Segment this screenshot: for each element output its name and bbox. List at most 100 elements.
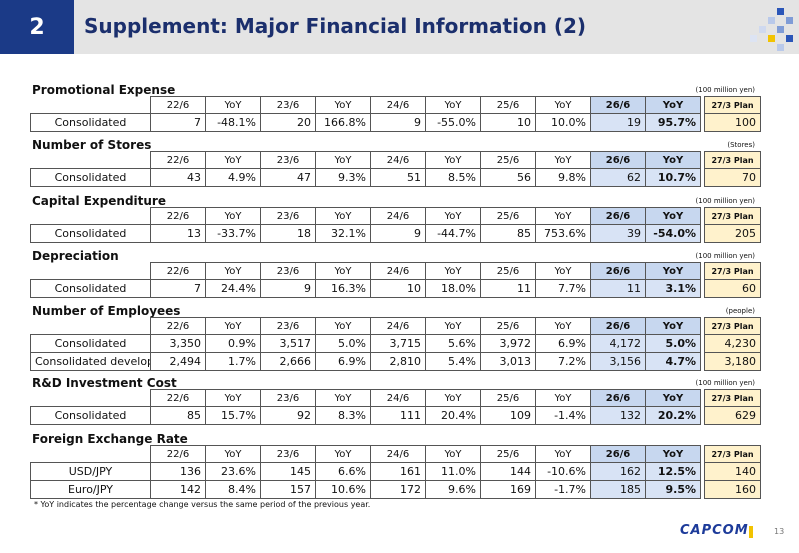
yoy-cell: 166.8% [315,113,371,132]
value-cell: 172 [370,480,426,499]
yoy-cell: -1.4% [535,406,591,425]
value-cell: 4,172 [590,334,646,353]
yoy-cell: 6.6% [315,462,371,481]
yoy-cell: 6.9% [315,352,371,371]
yoy-cell: -10.6% [535,462,591,481]
value-cell: 3,517 [260,334,316,353]
column-header: 25/6 [480,317,536,335]
plan-cell: 140 [704,462,761,481]
column-header: YoY [315,262,371,280]
plan-cell: 4,230 [704,334,761,353]
column-header: YoY [535,389,591,407]
column-header: YoY [645,445,701,463]
yoy-cell: 9.5% [645,480,701,499]
row-label: Consolidated [30,279,151,298]
column-header: 23/6 [260,262,316,280]
value-cell: 11 [590,279,646,298]
column-header: 24/6 [370,96,426,114]
row-label: Consolidated [30,224,151,243]
value-cell: 2,494 [150,352,206,371]
column-header: YoY [645,389,701,407]
column-header: 25/6 [480,445,536,463]
column-header: YoY [645,262,701,280]
column-header: 22/6 [150,389,206,407]
header-blank [30,317,151,335]
yoy-cell: 15.7% [205,406,261,425]
column-header: 22/6 [150,96,206,114]
value-cell: 9 [370,113,426,132]
unit-label: (100 million yen) [695,86,755,94]
column-header: 27/3 Plan [704,317,761,335]
column-header: YoY [315,389,371,407]
row-label: Consolidated [30,168,151,187]
column-header: YoY [425,389,481,407]
column-header: 24/6 [370,389,426,407]
column-header: 27/3 Plan [704,389,761,407]
column-header: 23/6 [260,389,316,407]
yoy-cell: 753.6% [535,224,591,243]
header-blank [30,262,151,280]
data-table: 22/6 YoY 23/6 YoY 24/6 YoY 25/6 YoY 26/6 YoY 27/3 … [30,96,761,132]
column-header: YoY [205,389,261,407]
column-header: 26/6 [590,207,646,225]
yoy-cell: 23.6% [205,462,261,481]
column-header: YoY [535,262,591,280]
value-cell: 162 [590,462,646,481]
yoy-cell: 5.0% [645,334,701,353]
value-cell: 136 [150,462,206,481]
unit-label: (Stores) [727,141,755,149]
yoy-cell: 24.4% [205,279,261,298]
value-cell: 9 [370,224,426,243]
yoy-cell: 6.9% [535,334,591,353]
value-cell: 3,156 [590,352,646,371]
data-table: 22/6 YoY 23/6 YoY 24/6 YoY 25/6 YoY 26/6 YoY 27/3 … [30,262,761,298]
column-header: 25/6 [480,96,536,114]
yoy-cell: 5.4% [425,352,481,371]
value-cell: 92 [260,406,316,425]
column-header: 27/3 Plan [704,262,761,280]
yoy-cell: 7.2% [535,352,591,371]
plan-cell: 100 [704,113,761,132]
table-row: Consolidated 43 4.9% 47 9.3% 51 8.5% 56 9.8% 62 10… [30,168,761,187]
value-cell: 3,013 [480,352,536,371]
column-header: YoY [205,151,261,169]
column-header: YoY [535,317,591,335]
yoy-cell: 9.8% [535,168,591,187]
column-header: 24/6 [370,207,426,225]
section-title: Foreign Exchange Rate [32,432,188,446]
column-header: 22/6 [150,207,206,225]
column-header: 25/6 [480,151,536,169]
yoy-cell: 20.4% [425,406,481,425]
column-header: YoY [645,207,701,225]
plan-cell: 70 [704,168,761,187]
value-cell: 56 [480,168,536,187]
header-row: 22/6 YoY 23/6 YoY 24/6 YoY 25/6 YoY 26/6 YoY 27/3 … [30,151,761,169]
yoy-cell: -48.1% [205,113,261,132]
plan-cell: 629 [704,406,761,425]
unit-label: (100 million yen) [695,252,755,260]
column-header: YoY [425,96,481,114]
column-header: 25/6 [480,207,536,225]
row-label: Consolidated developers [30,352,151,371]
value-cell: 39 [590,224,646,243]
header-row: 22/6 YoY 23/6 YoY 24/6 YoY 25/6 YoY 26/6 YoY 27/3 … [30,317,761,335]
column-header: 23/6 [260,151,316,169]
section-title: Depreciation [32,249,119,263]
value-cell: 3,350 [150,334,206,353]
row-label: Consolidated [30,113,151,132]
yoy-cell: 5.0% [315,334,371,353]
value-cell: 43 [150,168,206,187]
yoy-cell: -1.7% [535,480,591,499]
value-cell: 157 [260,480,316,499]
row-label: Euro/JPY [30,480,151,499]
table-row: Consolidated 85 15.7% 92 8.3% 111 20.4% 109 -1.4… [30,406,761,425]
column-header: YoY [315,151,371,169]
yoy-cell: -33.7% [205,224,261,243]
column-header: 27/3 Plan [704,96,761,114]
column-header: YoY [315,207,371,225]
header-blank [30,445,151,463]
yoy-cell: 8.3% [315,406,371,425]
unit-label: (people) [725,307,755,315]
value-cell: 2,666 [260,352,316,371]
yoy-cell: 18.0% [425,279,481,298]
